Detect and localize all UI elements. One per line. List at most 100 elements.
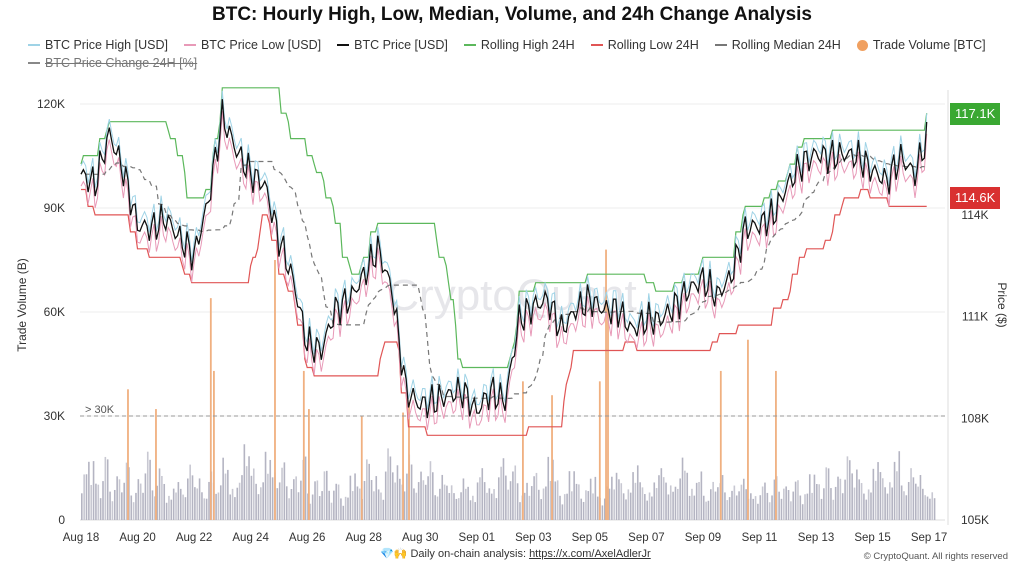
volume-bar — [467, 486, 469, 520]
volume-bar — [679, 478, 681, 520]
volume-bar — [766, 492, 769, 520]
volume-bar — [919, 475, 922, 520]
volume-bar — [724, 492, 726, 520]
legend-item[interactable]: BTC Price [USD] — [337, 38, 448, 52]
volume-bar — [818, 484, 820, 520]
volume-bar — [846, 456, 849, 520]
volume-bar — [691, 488, 693, 520]
volume-bar — [234, 497, 236, 520]
volume-bar — [735, 495, 738, 520]
volume-bar — [688, 495, 691, 520]
volume-bar — [865, 499, 868, 520]
volume-bar — [394, 482, 396, 520]
volume-bar — [297, 492, 300, 520]
volume-spike — [302, 370, 305, 520]
legend-swatch — [337, 44, 350, 46]
volume-bar — [552, 459, 554, 520]
volume-bar — [912, 477, 915, 520]
volume-bar — [867, 489, 870, 520]
legend-item[interactable]: Trade Volume [BTC] — [856, 38, 986, 52]
volume-bar — [742, 478, 745, 520]
legend-item[interactable]: BTC Price Change 24H [%] — [28, 56, 197, 70]
volume-bar — [300, 480, 302, 520]
volume-bar — [615, 472, 618, 520]
y-left-tick: 90K — [44, 201, 65, 215]
volume-bar — [391, 472, 394, 520]
volume-bar — [373, 491, 375, 520]
volume-bar — [97, 484, 100, 520]
volume-spike — [274, 260, 276, 520]
volume-bar — [674, 486, 677, 520]
footer-link[interactable]: https://x.com/AxelAdlerJr — [529, 548, 651, 560]
volume-bar — [146, 451, 149, 520]
x-tick: Sep 13 — [798, 532, 834, 544]
volume-bar — [933, 498, 936, 520]
volume-bar — [363, 480, 366, 520]
volume-bar — [191, 475, 194, 520]
volume-spike — [155, 409, 157, 520]
volume-bar — [483, 482, 486, 520]
volume-bar — [589, 478, 592, 520]
volume-bar — [669, 485, 672, 520]
volume-bar — [860, 483, 863, 520]
volume-bar — [816, 484, 818, 520]
volume-bar — [236, 487, 239, 520]
volume-bar — [118, 479, 121, 520]
volume-bar — [580, 498, 583, 520]
x-tick: Sep 17 — [911, 532, 947, 544]
volume-bar — [731, 490, 733, 520]
volume-bar — [839, 478, 842, 520]
volume-bar — [578, 484, 580, 520]
volume-bar — [396, 465, 399, 520]
volume-bar — [325, 470, 328, 520]
legend-item[interactable]: BTC Price Low [USD] — [183, 38, 321, 52]
legend-item[interactable]: Rolling High 24H — [463, 38, 575, 52]
volume-bar — [790, 501, 792, 520]
volume-spike — [213, 370, 215, 520]
volume-bar — [130, 495, 133, 520]
volume-bar — [415, 492, 418, 520]
volume-bar — [380, 492, 382, 520]
volume-bar — [427, 476, 429, 520]
volume-bar — [881, 478, 884, 520]
volume-bar — [568, 471, 571, 520]
volume-bar — [851, 473, 853, 520]
threshold-label: > 30K — [85, 404, 115, 416]
volume-bar — [792, 491, 795, 520]
legend-item[interactable]: Rolling Median 24H — [714, 38, 841, 52]
volume-bar — [135, 492, 137, 520]
volume-bar — [575, 483, 578, 520]
volume-bar — [479, 477, 481, 520]
volume-bar — [922, 488, 924, 520]
x-tick: Aug 28 — [345, 532, 381, 544]
volume-bar — [856, 469, 858, 520]
volume-bar — [81, 493, 83, 520]
volume-bar — [827, 468, 830, 520]
volume-bar — [512, 471, 514, 520]
volume-bar — [406, 473, 408, 520]
volume-bar — [559, 495, 561, 520]
volume-bar — [889, 482, 891, 520]
volume-bar — [285, 486, 288, 520]
volume-bar — [684, 470, 686, 520]
volume-bar — [113, 489, 116, 520]
volume-bar — [462, 478, 465, 520]
volume-bar — [594, 476, 597, 520]
legend-item[interactable]: BTC Price High [USD] — [28, 38, 168, 52]
volume-bar — [516, 483, 519, 520]
y-left-tick: 0 — [58, 513, 65, 527]
volume-bar — [639, 482, 641, 520]
volume-bar — [648, 492, 651, 520]
last-high-label-bg — [950, 103, 1000, 125]
copyright: © CryptoQuant. All rights reserved — [863, 551, 1008, 562]
volume-bar — [917, 486, 919, 520]
volume-bar — [139, 483, 142, 520]
legend-item[interactable]: Rolling Low 24H — [590, 38, 699, 52]
rolling-low-line — [81, 188, 927, 436]
volume-bar — [269, 459, 272, 520]
volume-bar — [255, 483, 257, 520]
volume-bar — [811, 492, 813, 520]
legend-label: Trade Volume [BTC] — [872, 38, 986, 52]
volume-bar — [662, 477, 665, 520]
volume-bar — [161, 475, 163, 520]
